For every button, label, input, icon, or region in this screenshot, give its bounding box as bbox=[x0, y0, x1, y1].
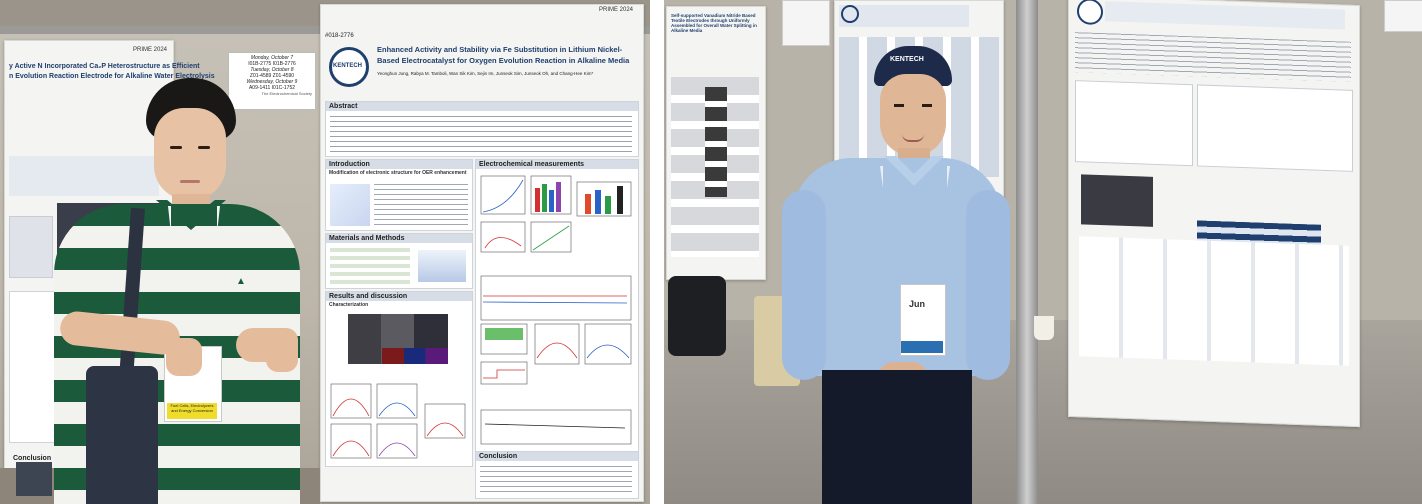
results-heading: Results and discussion bbox=[326, 292, 472, 301]
eye-right bbox=[922, 104, 932, 107]
electrochem-figures bbox=[480, 175, 632, 445]
badge-ribbon: Fuel Cells, Electrolyzers and Energy Con… bbox=[167, 403, 217, 419]
schedule-line: Monday, October 7 bbox=[250, 55, 294, 61]
tote-bag bbox=[86, 366, 158, 504]
background-person-legs bbox=[16, 462, 52, 496]
intro-text-lines bbox=[374, 184, 468, 226]
materials-block: Materials and Methods bbox=[325, 233, 473, 289]
schedule-line: A09-1411 I01C-1752 bbox=[248, 85, 296, 91]
right-poster-title-bar bbox=[1105, 1, 1345, 30]
long-stability-plot bbox=[480, 409, 632, 445]
lsv-plot bbox=[480, 175, 526, 215]
right-edge-sign bbox=[1384, 0, 1422, 32]
materials-heading: Materials and Methods bbox=[326, 234, 472, 243]
arm-left bbox=[782, 190, 826, 380]
eye-left bbox=[170, 146, 182, 149]
introduction-heading: Introduction bbox=[326, 160, 472, 169]
schedule-footer: The Electrochemical Society bbox=[261, 91, 312, 96]
schedule-line: Z01-4589 Z01-4590 bbox=[249, 73, 295, 79]
eds-images bbox=[382, 348, 448, 364]
backpack bbox=[668, 276, 726, 356]
arm-right bbox=[966, 190, 1010, 380]
abstract-heading: Abstract bbox=[326, 102, 638, 111]
materials-schematic bbox=[418, 250, 466, 282]
xps-plot bbox=[534, 323, 580, 365]
right-poster-logo bbox=[1077, 0, 1103, 26]
conclusion-heading: Conclusion bbox=[476, 452, 638, 461]
lsv-curve bbox=[482, 179, 524, 213]
name-badge: Jun bbox=[900, 284, 946, 356]
stability-plot bbox=[480, 275, 632, 321]
results-subheading: Characterization bbox=[329, 302, 369, 308]
tall-poster-title: Self-supported Vanadium Nitride Based Te… bbox=[671, 13, 757, 33]
right-photo: Self-supported Vanadium Nitride Based Te… bbox=[664, 0, 1422, 504]
thumb-left bbox=[166, 338, 202, 376]
eye-left bbox=[894, 104, 904, 107]
step-plot bbox=[480, 361, 528, 385]
metal-pole bbox=[1016, 0, 1038, 504]
neighbor-poster-figure-2 bbox=[9, 216, 53, 278]
face bbox=[154, 108, 226, 200]
electrochem-heading: Electrochemical measurements bbox=[476, 160, 638, 169]
schedule-card: Monday, October 7 I01B-2775 I01B-2776 Tu… bbox=[228, 52, 316, 110]
abstract-block: Abstract bbox=[325, 101, 639, 157]
conclusion-block: Conclusion bbox=[475, 451, 639, 499]
face bbox=[880, 74, 946, 156]
tall-poster-photos bbox=[705, 87, 727, 197]
person-right: KENTECH Jun bbox=[782, 40, 1012, 504]
poster-title-2: Based Electrocatalyst for Oxygen Evoluti… bbox=[377, 56, 630, 65]
right-poster-plots bbox=[1079, 236, 1349, 366]
small-sign bbox=[782, 0, 830, 46]
center-poster-header bbox=[839, 5, 969, 27]
tall-poster: Self-supported Vanadium Nitride Based Te… bbox=[666, 6, 766, 280]
neighbor-poster-conclusion: Conclusion bbox=[13, 455, 52, 462]
results-block: Results and discussion Characterization bbox=[325, 291, 473, 467]
xps-plot-2 bbox=[584, 323, 632, 365]
thumb-right bbox=[266, 328, 298, 372]
right-poster-intro bbox=[1075, 80, 1193, 167]
schedule-line: Wednesday, October 9 bbox=[246, 79, 298, 85]
introduction-subheading: Modification of electronic structure for… bbox=[329, 170, 467, 176]
right-poster-sem bbox=[1081, 174, 1153, 227]
kentech-logo-text: KENTECH bbox=[333, 63, 363, 69]
right-poster bbox=[1068, 0, 1360, 428]
right-poster-abstract bbox=[1075, 32, 1351, 82]
schedule-line: I01B-2775 I01B-2776 bbox=[248, 61, 296, 67]
right-poster-experimental bbox=[1197, 84, 1353, 172]
person-left: ▲ han Fuel Cells, Electrolyzers and Ener… bbox=[40, 76, 310, 504]
neighbor-poster-title-1: y Active N Incorporated Ca₂P Heterostruc… bbox=[9, 63, 200, 70]
center-poster-logo bbox=[841, 5, 859, 23]
paper-cup bbox=[1034, 316, 1054, 340]
neighbor-poster-charts bbox=[9, 291, 56, 443]
neighbor-poster-conference: PRIME 2024 bbox=[133, 47, 168, 53]
poster-conference: PRIME 2024 bbox=[599, 7, 634, 13]
shirt-logo: ▲ bbox=[236, 276, 246, 287]
nyquist-plot bbox=[480, 221, 526, 253]
kentech-logo bbox=[329, 47, 369, 87]
mouth bbox=[180, 180, 200, 183]
abstract-text-lines bbox=[330, 116, 632, 152]
poster-title-1: Enhanced Activity and Stability via Fe S… bbox=[377, 45, 623, 54]
introduction-block: Introduction Modification of electronic … bbox=[325, 159, 473, 231]
materials-table bbox=[330, 248, 410, 284]
left-photo: PRIME 2024 y Active N Incorporated Ca₂P … bbox=[0, 0, 650, 504]
cap-logo: KENTECH bbox=[890, 56, 924, 63]
eye-right bbox=[198, 146, 210, 149]
conclusion-text-lines bbox=[480, 466, 632, 494]
badge-name: Jun bbox=[909, 299, 926, 309]
badge-ribbon bbox=[901, 341, 943, 353]
smile bbox=[902, 134, 924, 142]
xrd-plots bbox=[330, 383, 466, 459]
electrochem-block: Electrochemical measurements bbox=[475, 159, 639, 467]
trousers bbox=[822, 370, 972, 504]
poster-authors: Yeonghun Jung, Rabya M. Tamboli, Wan Sik… bbox=[377, 71, 594, 76]
neighbor-poster-title-2: n Evolution Reaction Electrode for Alkal… bbox=[9, 73, 215, 80]
schedule-line: Tuesday, October 8 bbox=[250, 67, 294, 73]
poster-id: #018-2776 bbox=[325, 33, 354, 39]
intro-figure bbox=[330, 184, 370, 226]
neighbor-poster-abstract-band bbox=[9, 156, 159, 196]
main-poster: #018-2776 PRIME 2024 KENTECH Enhanced Ac… bbox=[320, 4, 644, 502]
